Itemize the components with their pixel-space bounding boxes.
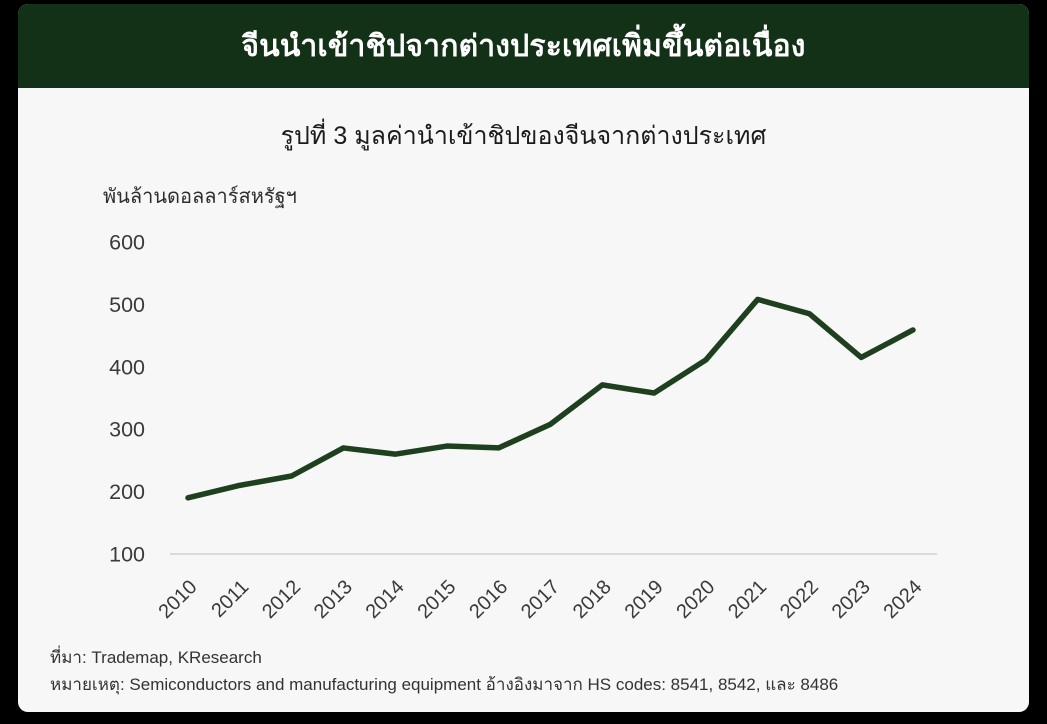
x-tick-label: 2020 bbox=[672, 576, 719, 623]
y-tick-label: 500 bbox=[109, 293, 145, 317]
footnotes: ที่มา: Trademap, KResearch หมายเหตุ: Sem… bbox=[50, 644, 838, 698]
x-tick-label: 2013 bbox=[310, 576, 357, 623]
y-tick-label: 400 bbox=[109, 355, 145, 379]
chart-title: รูปที่ 3 มูลค่านำเข้าชิปของจีนจากต่างประ… bbox=[280, 122, 767, 150]
x-tick-label: 2016 bbox=[465, 576, 512, 623]
banner-title: จีนนำเข้าชิปจากต่างประเทศเพิ่มขึ้นต่อเนื… bbox=[241, 29, 806, 63]
report-card: จีนนำเข้าชิปจากต่างประเทศเพิ่มขึ้นต่อเนื… bbox=[18, 4, 1029, 712]
y-tick-label: 200 bbox=[109, 480, 145, 504]
y-tick-label: 300 bbox=[109, 418, 145, 442]
y-tick-label: 100 bbox=[109, 543, 145, 567]
x-axis-tick-labels: 2010 2011 2012 2013 2014 2015 2016 2017 2018 2019… bbox=[155, 576, 927, 623]
x-tick-label: 2014 bbox=[362, 576, 409, 623]
x-tick-label: 2019 bbox=[621, 576, 668, 623]
x-tick-label: 2015 bbox=[413, 576, 460, 623]
source-note: ที่มา: Trademap, KResearch bbox=[50, 648, 262, 667]
x-tick-label: 2024 bbox=[880, 576, 927, 623]
x-tick-label: 2021 bbox=[724, 576, 771, 623]
y-axis-unit-label: พันล้านดอลลาร์สหรัฐฯ bbox=[103, 186, 297, 208]
y-axis-tick-labels: 100 200 300 400 500 600 bbox=[109, 231, 145, 567]
x-tick-label: 2012 bbox=[258, 576, 305, 623]
x-tick-label: 2011 bbox=[207, 576, 253, 622]
x-tick-label: 2022 bbox=[776, 576, 823, 623]
x-tick-label: 2018 bbox=[569, 576, 616, 623]
x-tick-label: 2017 bbox=[517, 576, 564, 623]
method-note: หมายเหตุ: Semiconductors and manufacturi… bbox=[50, 675, 839, 694]
x-tick-label: 2010 bbox=[155, 576, 202, 623]
x-tick-label: 2023 bbox=[828, 576, 875, 623]
data-series-line bbox=[185, 296, 916, 501]
y-tick-label: 600 bbox=[109, 231, 145, 255]
banner: จีนนำเข้าชิปจากต่างประเทศเพิ่มขึ้นต่อเนื… bbox=[18, 4, 1029, 88]
